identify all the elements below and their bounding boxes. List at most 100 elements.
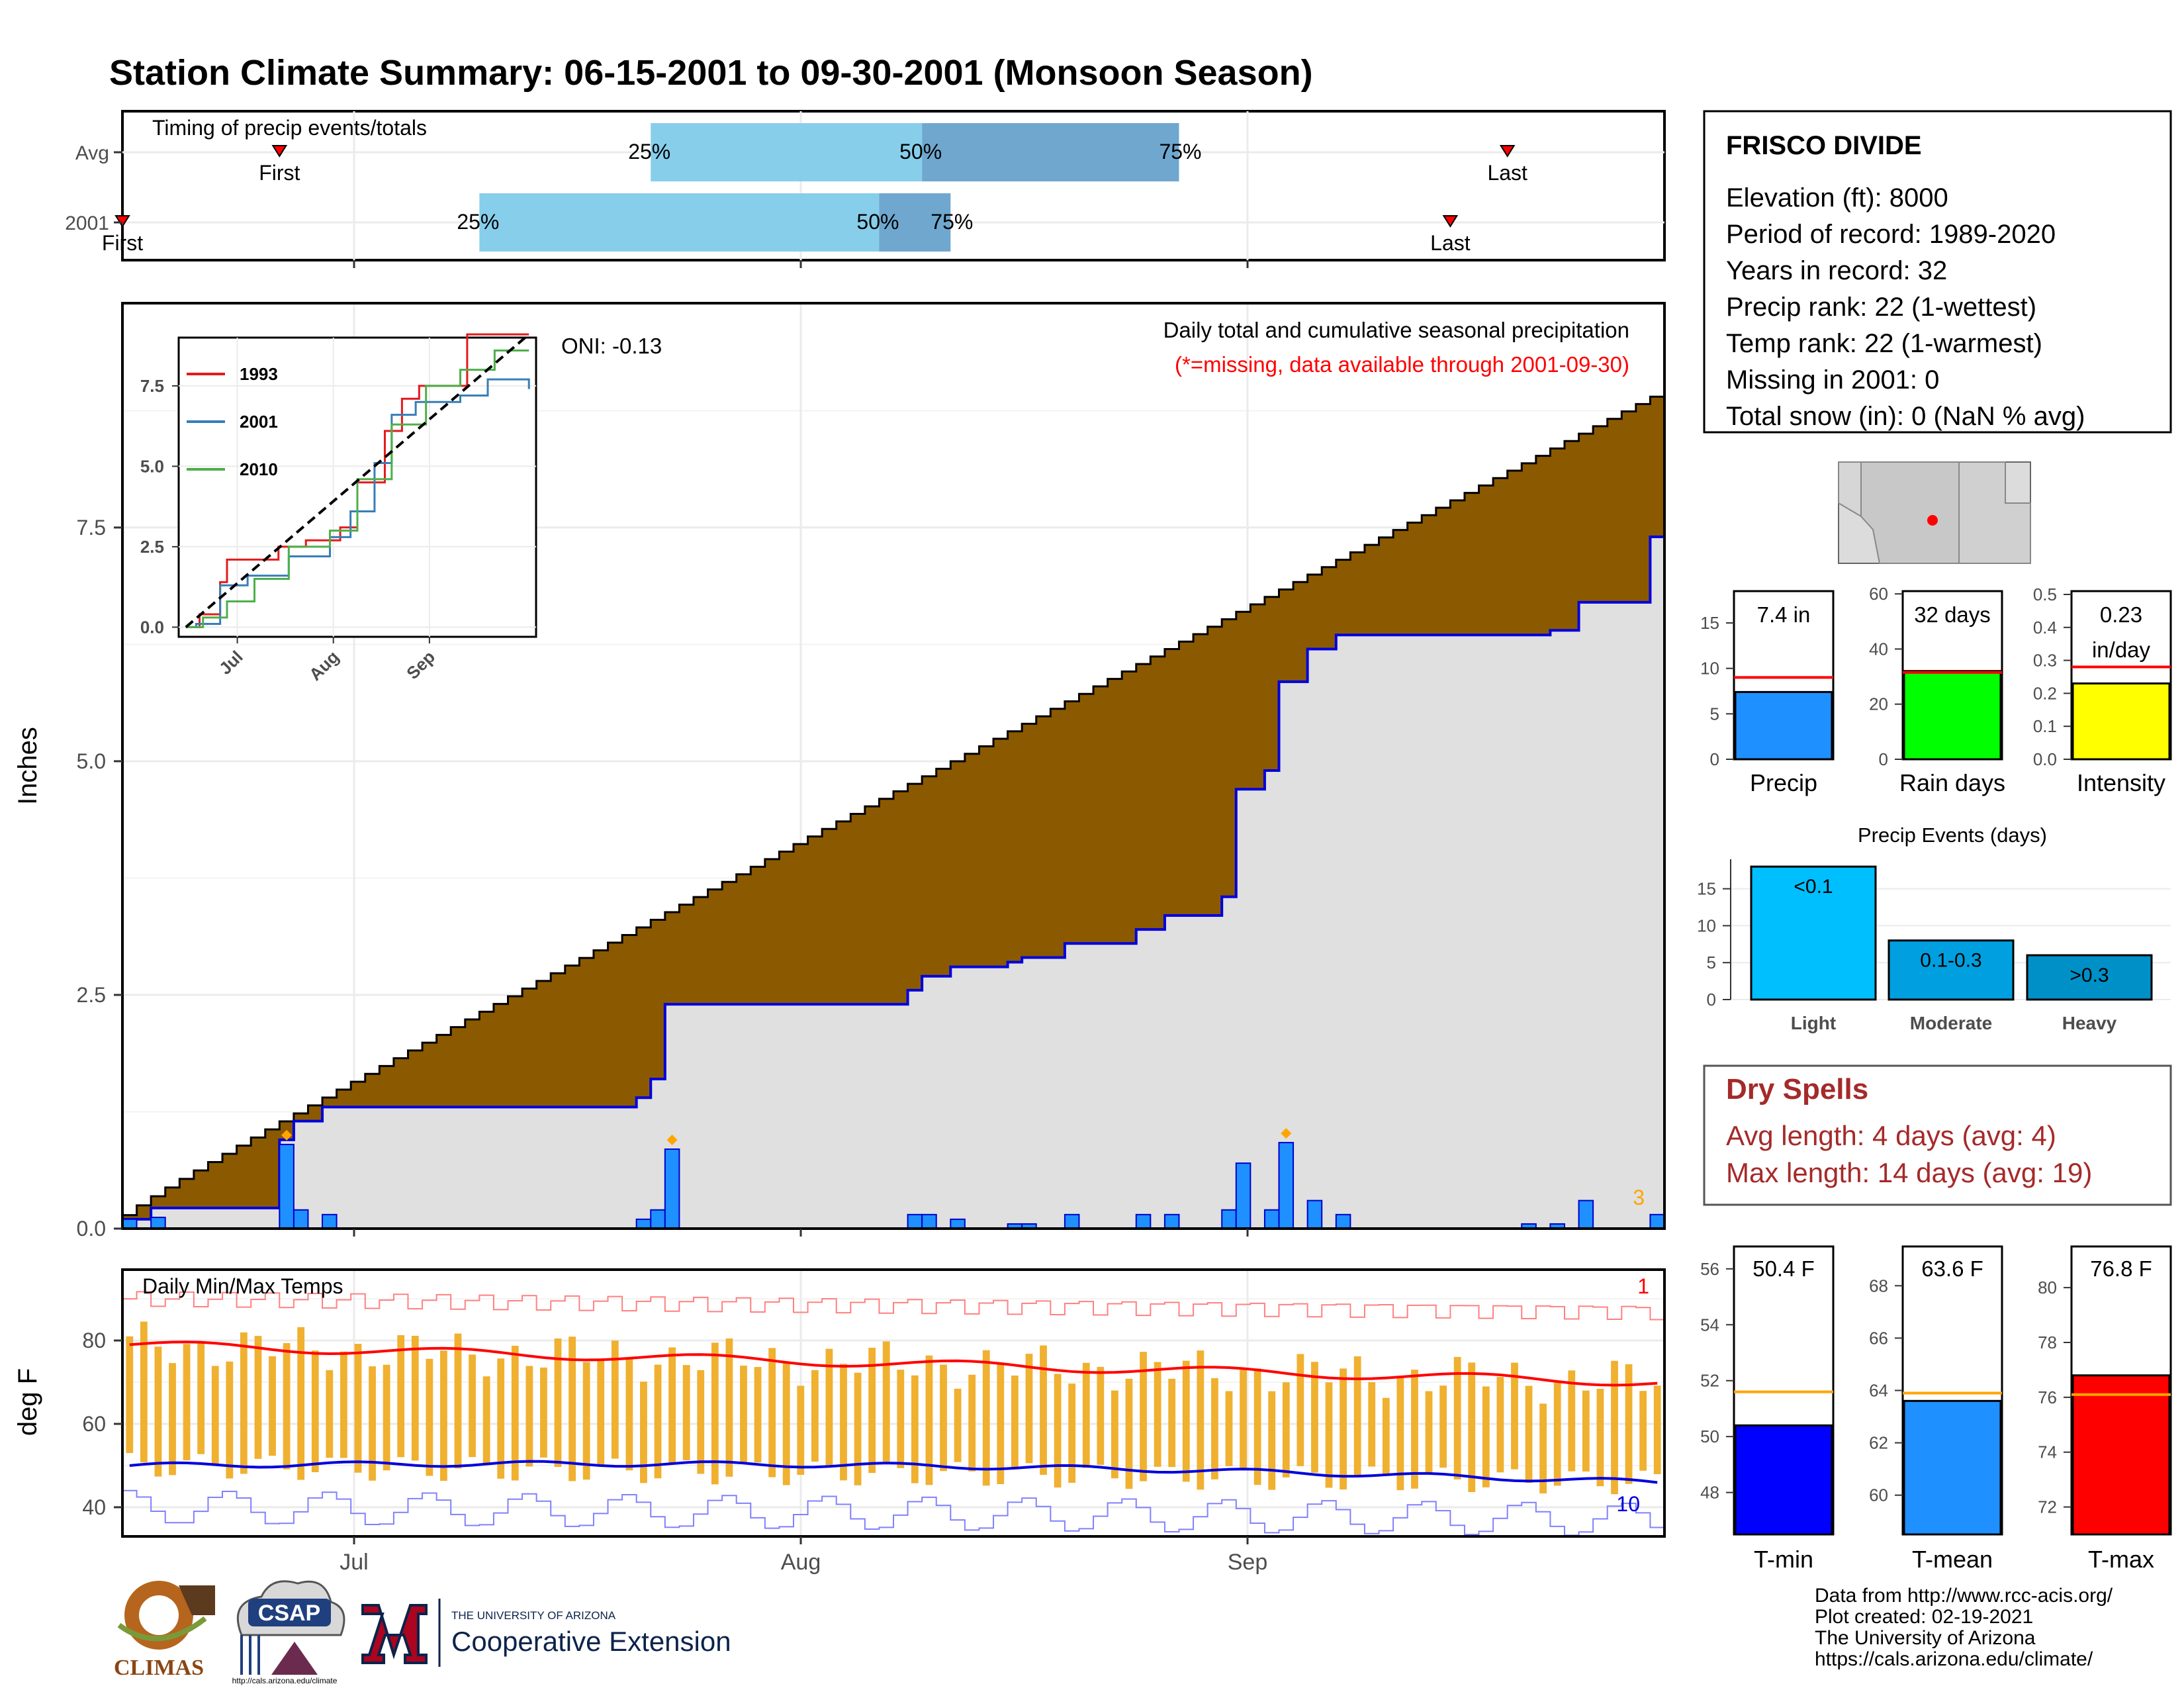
event-ytick: 10 [1697, 915, 1716, 935]
daily-temp-bar [1011, 1376, 1019, 1470]
daily-temp-bar [1282, 1382, 1290, 1477]
daily-temp-bar [1325, 1382, 1333, 1488]
temp-bar-tick: 64 [1869, 1381, 1888, 1401]
daily-temp-bar [968, 1374, 976, 1472]
event-category-Light: Light [1791, 1013, 1836, 1033]
temp-xtick-Aug: Aug [781, 1550, 821, 1575]
daily-temp-bar [197, 1341, 205, 1454]
daily-temp-bar [1525, 1385, 1533, 1483]
temp-bar-tick: 62 [1869, 1433, 1888, 1453]
daily-temp-bar [1425, 1391, 1433, 1474]
timing-label-avg-75: 75% [1159, 140, 1201, 164]
daily-precip-bar [1549, 1223, 1565, 1229]
inset-series-line-2010 [185, 349, 529, 628]
daily-temp-bar [611, 1340, 619, 1459]
daily-temp-bar [768, 1348, 776, 1477]
event-bar-Heavy [2026, 954, 2153, 1001]
daily-temp-bar [1439, 1385, 1447, 1468]
mini-bar-label-Rain days: Rain days [1899, 769, 2005, 796]
inset-ytick-0.0: 0.0 [140, 617, 164, 637]
daily-temp-bar [1453, 1356, 1461, 1479]
temp-bar-label-T-max: T-max [2088, 1546, 2154, 1573]
daily-precip-bar [921, 1213, 937, 1229]
dry-spells-max: Max length: 14 days (avg: 19) [1726, 1157, 2092, 1188]
inset-legend-label-2010: 2010 [240, 459, 278, 479]
temp-bar-tick: 66 [1869, 1328, 1888, 1348]
temp-bar-tick: 60 [1869, 1485, 1888, 1505]
record-max-line [122, 1291, 1664, 1321]
avg-tmin-line [129, 1460, 1658, 1484]
daily-temp-bar [397, 1335, 405, 1458]
daily-precip-bar [1521, 1223, 1537, 1229]
temp-ytick-40: 40 [82, 1495, 106, 1519]
daily-temp-bar [554, 1338, 562, 1467]
precip-events-chart: Precip Events (days) <0.1 Light 0.1-0.3 Mod… [1697, 823, 2171, 1033]
temp-bar-value-label-T-max: 76.8 F [2090, 1256, 2152, 1281]
timing-label-y2001-25: 25% [457, 210, 499, 234]
station-temp-rank: Temp rank: 22 (1-warmest) [1726, 329, 2042, 358]
inset-ytick-2.5: 2.5 [140, 537, 164, 557]
svg-text:CLIMAS: CLIMAS [114, 1656, 204, 1680]
temp-bar-tick: 72 [2038, 1497, 2057, 1517]
temp-panel-title: Daily Min/Max Temps [142, 1274, 343, 1298]
daily-temp-bar [311, 1350, 319, 1472]
daily-temp-bar [1197, 1350, 1205, 1490]
temp-ytick-80: 80 [82, 1329, 106, 1352]
daily-temp-bar [383, 1364, 390, 1471]
daily-temp-bar [183, 1344, 191, 1461]
mini-bar-value-Intensity [2071, 682, 2171, 761]
daily-temp-bar [482, 1376, 490, 1464]
event-category-Heavy: Heavy [2062, 1013, 2117, 1033]
daily-temp-bar [1297, 1354, 1304, 1466]
daily-temp-bar [940, 1364, 947, 1472]
temp-bar-tick: 80 [2038, 1278, 2057, 1297]
daily-temp-bar [1568, 1370, 1576, 1472]
temp-bar-tick: 74 [2038, 1442, 2057, 1462]
mini-bar-tick: 60 [1869, 584, 1888, 604]
daily-temp-bar [1054, 1374, 1062, 1488]
event-category-Moderate: Moderate [1910, 1013, 1992, 1033]
station-location-marker [1927, 515, 1938, 526]
daily-precip-bar [1163, 1213, 1180, 1229]
timing-first-marker-y2001 [114, 215, 130, 228]
daily-temp-bar [797, 1385, 805, 1476]
mini-bar-tick: 0 [1710, 749, 1719, 769]
avg-tmax-line [129, 1340, 1658, 1387]
inset-ytick-7.5: 7.5 [140, 376, 164, 396]
daily-temp-bar [1340, 1368, 1347, 1490]
svg-text:http://cals.arizona.edu/climat: http://cals.arizona.edu/climate [232, 1676, 338, 1685]
footer-university: The University of Arizona [1815, 1627, 2036, 1649]
dry-spells-avg: Avg length: 4 days (avg: 4) [1726, 1120, 2056, 1151]
temp-ylabel: deg F [13, 1368, 42, 1436]
daily-precip-bar [1278, 1142, 1295, 1229]
daily-temp-bar [1240, 1370, 1247, 1470]
daily-temp-bar [1553, 1382, 1561, 1486]
daily-temp-bar [825, 1348, 833, 1466]
daily-temp-bar [1539, 1403, 1547, 1494]
daily-temp-bar [1253, 1368, 1261, 1485]
daily-temp-bar [211, 1366, 219, 1466]
timing-first-label-avg: First [259, 161, 300, 185]
temperature-summary-bars: 50.4 F 48 50 52 54 56 T-min 63.6 F 60 62 64 66 68 T-m… [1700, 1245, 2172, 1573]
daily-temp-bar [782, 1362, 790, 1485]
mini-bar-label-Intensity: Intensity [2077, 769, 2165, 796]
daily-precip-bar [650, 1209, 666, 1229]
daily-temp-bar [1168, 1378, 1176, 1468]
daily-temp-bar [711, 1342, 719, 1485]
timing-bar-avg-50-75 [922, 123, 1179, 181]
daily-precip-bar [1235, 1162, 1251, 1229]
daily-precip-bar [1221, 1209, 1237, 1229]
csap-logo: CSAP http://cals.arizona.edu/climate [232, 1580, 345, 1685]
daily-precip-bar [907, 1213, 923, 1229]
mini-bar-tick: 0.5 [2033, 585, 2057, 604]
daily-precip-bar [322, 1213, 338, 1229]
temp-bar-tick: 52 [1700, 1371, 1719, 1391]
timing-row-avg: Avg [75, 142, 109, 164]
mini-bar-tick: 0.3 [2033, 651, 2057, 671]
daily-precip-bar [1135, 1213, 1152, 1229]
daily-precip-bar [1335, 1213, 1351, 1229]
timing-label-y2001-75: 75% [931, 210, 973, 234]
station-snow: Total snow (in): 0 (NaN % avg) [1726, 402, 2085, 431]
daily-temp-bar [1154, 1362, 1161, 1467]
